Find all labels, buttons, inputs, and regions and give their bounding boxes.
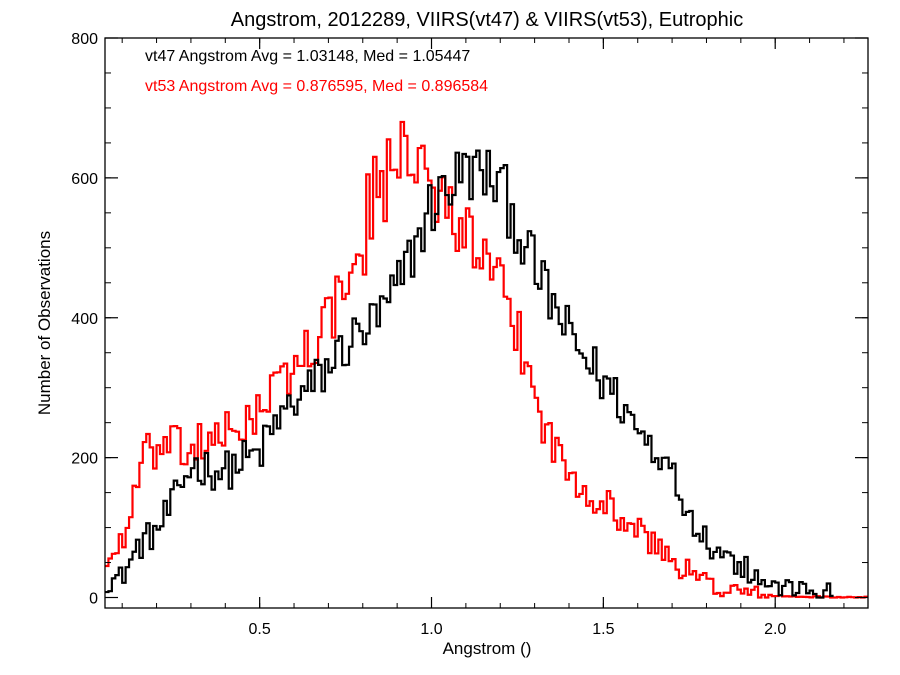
x-tick-label: 1.0 xyxy=(420,621,442,638)
plot-frame xyxy=(104,37,869,609)
y-tick-label: 400 xyxy=(71,311,98,328)
x-axis-label: Angstrom () xyxy=(443,639,532,658)
y-tick-label: 600 xyxy=(71,171,98,188)
x-tick-label: 0.5 xyxy=(249,621,271,638)
annotation-vt47: vt47 Angstrom Avg = 1.03148, Med = 1.054… xyxy=(145,48,470,65)
x-tick-label: 1.5 xyxy=(592,621,614,638)
y-tick-label: 0 xyxy=(89,591,98,608)
y-tick-label: 200 xyxy=(71,451,98,468)
y-tick-label: 800 xyxy=(71,31,98,48)
chart-title: Angstrom, 2012289, VIIRS(vt47) & VIIRS(v… xyxy=(231,9,743,31)
series-layer xyxy=(105,120,868,599)
series-line-vt47 xyxy=(105,149,834,599)
series-line-vt53 xyxy=(105,120,868,599)
y-axis-label: Number of Observations xyxy=(35,231,54,415)
annotation-vt53: vt53 Angstrom Avg = 0.876595, Med = 0.89… xyxy=(145,78,488,95)
x-tick-label: 2.0 xyxy=(764,621,786,638)
